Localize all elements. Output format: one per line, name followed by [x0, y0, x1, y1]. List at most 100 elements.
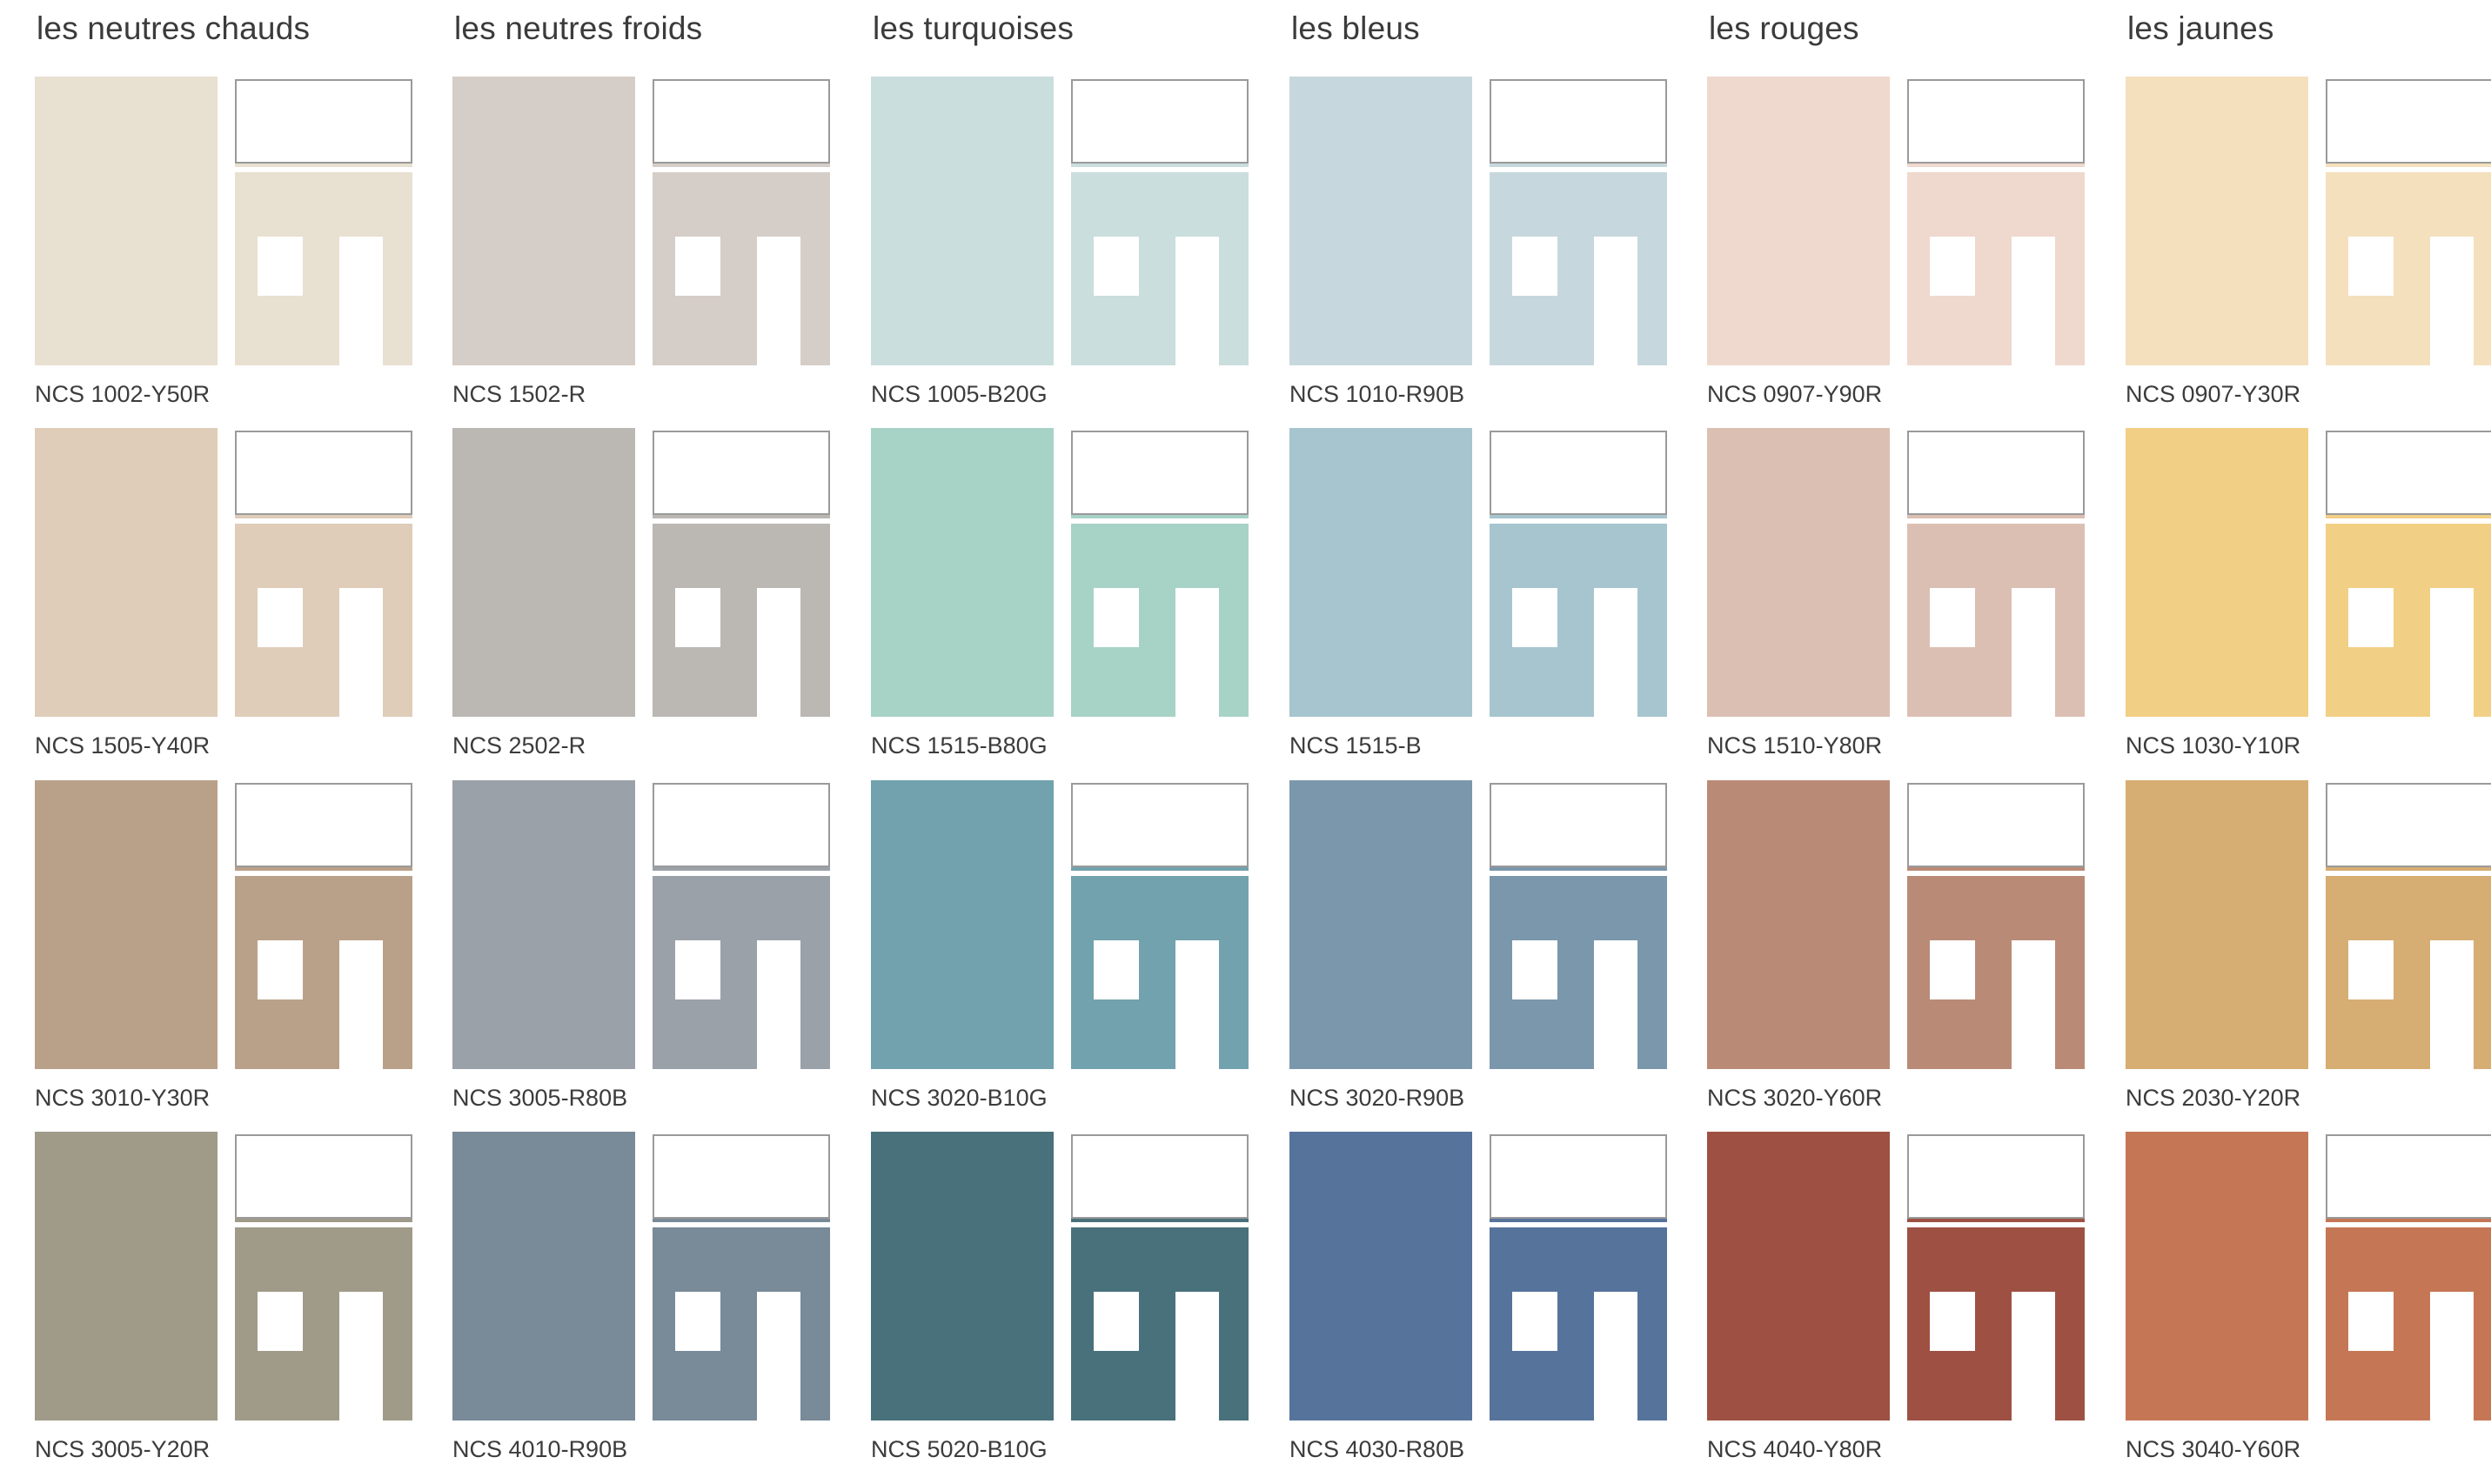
house-door: [339, 940, 383, 1069]
house-roof-frame: [1490, 1134, 1667, 1219]
house-door: [339, 237, 383, 365]
house-door: [1594, 237, 1637, 365]
color-swatch-card[interactable]: NCS 0907-Y30R: [2126, 77, 2491, 429]
house-door: [757, 588, 800, 717]
house-preview-icon: [235, 1132, 412, 1420]
column-title: les jaunes: [2127, 10, 2274, 47]
house-preview-icon: [2326, 428, 2491, 717]
color-swatch-card[interactable]: NCS 1510-Y80R: [1707, 428, 2090, 780]
house-preview-icon: [653, 77, 830, 365]
house-eave-line: [653, 164, 830, 167]
house-eave-line: [653, 515, 830, 518]
color-swatch-card[interactable]: NCS 1515-B: [1289, 428, 1672, 780]
house-door: [1594, 588, 1637, 717]
house-door: [1175, 940, 1219, 1069]
house-roof-frame: [653, 783, 830, 867]
house-roof-frame: [1907, 431, 2085, 515]
house-door: [2430, 940, 2474, 1069]
ncs-color-code: NCS 1510-Y80R: [1707, 732, 1882, 759]
ncs-color-code: NCS 3020-B10G: [871, 1085, 1048, 1112]
color-swatch-card[interactable]: NCS 0907-Y90R: [1707, 77, 2090, 429]
color-swatch-card[interactable]: NCS 4040-Y80R: [1707, 1132, 2090, 1484]
house-wall: [1071, 1227, 1249, 1420]
column-title: les neutres froids: [454, 10, 702, 47]
house-window: [258, 940, 303, 999]
color-swatch-card[interactable]: NCS 3020-R90B: [1289, 780, 1672, 1133]
house-door: [339, 588, 383, 717]
house-window: [675, 1292, 720, 1351]
house-preview-icon: [235, 780, 412, 1069]
house-wall: [653, 1227, 830, 1420]
house-roof-frame: [653, 1134, 830, 1219]
house-wall: [1907, 172, 2085, 365]
color-swatch-card[interactable]: NCS 1515-B80G: [871, 428, 1254, 780]
house-roof-frame: [1490, 79, 1667, 164]
house-door: [1594, 1292, 1637, 1420]
house-eave-line: [235, 867, 412, 871]
house-door: [1175, 588, 1219, 717]
ncs-color-code: NCS 5020-B10G: [871, 1436, 1048, 1463]
color-swatch-card[interactable]: NCS 3040-Y60R: [2126, 1132, 2491, 1484]
house-window: [258, 1292, 303, 1351]
house-roof-frame: [1490, 431, 1667, 515]
color-swatch-card[interactable]: NCS 4010-R90B: [452, 1132, 835, 1484]
color-swatch-card[interactable]: NCS 1505-Y40R: [35, 428, 418, 780]
house-preview-icon: [1907, 1132, 2085, 1420]
house-eave-line: [653, 867, 830, 871]
ncs-color-code: NCS 4030-R80B: [1289, 1436, 1464, 1463]
color-sample: [35, 780, 218, 1069]
house-window: [1094, 588, 1139, 647]
color-swatch-card[interactable]: NCS 3005-Y20R: [35, 1132, 418, 1484]
color-swatch-card[interactable]: NCS 1002-Y50R: [35, 77, 418, 429]
color-swatch-card[interactable]: NCS 5020-B10G: [871, 1132, 1254, 1484]
color-sample: [452, 780, 635, 1069]
color-swatch-card[interactable]: NCS 1005-B20G: [871, 77, 1254, 429]
color-swatch-card[interactable]: NCS 3020-Y60R: [1707, 780, 2090, 1133]
color-swatch-card[interactable]: NCS 2030-Y20R: [2126, 780, 2491, 1133]
color-sample: [452, 428, 635, 717]
house-wall: [235, 524, 412, 717]
color-swatch-card[interactable]: NCS 4030-R80B: [1289, 1132, 1672, 1484]
ncs-color-code: NCS 3040-Y60R: [2126, 1436, 2300, 1463]
column-title: les neutres chauds: [37, 10, 310, 47]
house-eave-line: [1071, 515, 1249, 518]
ncs-color-code: NCS 0907-Y30R: [2126, 381, 2300, 408]
house-roof-frame: [1907, 1134, 2085, 1219]
house-roof-frame: [1071, 783, 1249, 867]
house-preview-icon: [2326, 77, 2491, 365]
color-swatch-card[interactable]: NCS 3005-R80B: [452, 780, 835, 1133]
house-eave-line: [1907, 867, 2085, 871]
house-roof-frame: [653, 79, 830, 164]
house-eave-line: [2326, 164, 2491, 167]
color-swatch-card[interactable]: NCS 1030-Y10R: [2126, 428, 2491, 780]
house-door: [2012, 940, 2055, 1069]
house-door: [1175, 1292, 1219, 1420]
color-swatch-card[interactable]: NCS 2502-R: [452, 428, 835, 780]
house-preview-icon: [1907, 428, 2085, 717]
house-preview-icon: [1071, 1132, 1249, 1420]
ncs-color-code: NCS 1515-B80G: [871, 732, 1048, 759]
color-swatch-card[interactable]: NCS 1502-R: [452, 77, 835, 429]
house-wall: [1490, 1227, 1667, 1420]
house-window: [2348, 940, 2394, 999]
house-wall: [2326, 1227, 2491, 1420]
house-roof-frame: [235, 79, 412, 164]
house-wall: [235, 876, 412, 1069]
house-window: [1512, 588, 1557, 647]
color-sample: [452, 77, 635, 365]
color-swatch-card[interactable]: NCS 3010-Y30R: [35, 780, 418, 1133]
house-roof-frame: [2326, 431, 2491, 515]
house-eave-line: [235, 515, 412, 518]
color-sample: [871, 77, 1054, 365]
house-wall: [1907, 524, 2085, 717]
house-wall: [1907, 876, 2085, 1069]
ncs-color-code: NCS 3020-Y60R: [1707, 1085, 1882, 1112]
house-wall: [2326, 172, 2491, 365]
house-wall: [2326, 524, 2491, 717]
house-roof-frame: [1071, 79, 1249, 164]
color-swatch-card[interactable]: NCS 3020-B10G: [871, 780, 1254, 1133]
house-roof-frame: [1490, 783, 1667, 867]
house-eave-line: [653, 1219, 830, 1222]
color-swatch-card[interactable]: NCS 1010-R90B: [1289, 77, 1672, 429]
ncs-color-code: NCS 1005-B20G: [871, 381, 1048, 408]
